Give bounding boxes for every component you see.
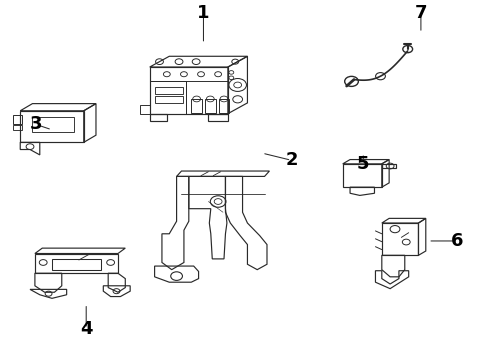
- Bar: [52, 259, 101, 270]
- Text: 7: 7: [415, 4, 427, 22]
- Bar: [155, 87, 183, 94]
- Text: 4: 4: [80, 320, 93, 338]
- Text: 1: 1: [197, 4, 210, 22]
- Bar: [13, 126, 22, 130]
- Text: 5: 5: [357, 155, 369, 173]
- Bar: [191, 99, 202, 113]
- Bar: [32, 117, 74, 132]
- Bar: [13, 116, 22, 125]
- Text: 2: 2: [285, 151, 297, 169]
- Bar: [155, 96, 183, 103]
- Text: 3: 3: [29, 116, 42, 134]
- Bar: [219, 99, 229, 113]
- Bar: [205, 99, 216, 113]
- Text: 6: 6: [451, 232, 464, 250]
